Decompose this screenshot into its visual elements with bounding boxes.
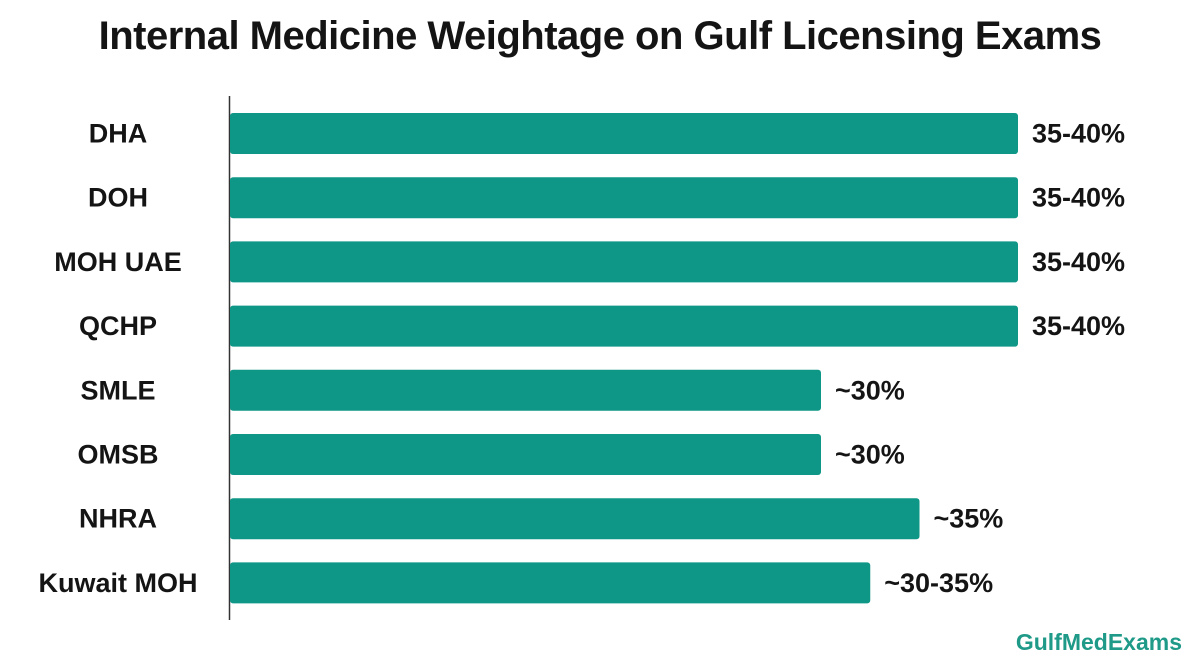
bars-layer: DHA 35-40% DOH 35-40% MOH UAE 35-40% QCHP 35-40… xyxy=(39,113,1125,604)
value-label: ~30-35% xyxy=(884,568,993,598)
bar-dha xyxy=(230,113,1018,154)
bar-moh-uae xyxy=(230,241,1018,283)
value-label: 35-40% xyxy=(1032,247,1125,277)
bar-doh xyxy=(230,177,1018,219)
bar-smle xyxy=(230,369,821,411)
bar-kuwait-moh xyxy=(230,562,871,604)
value-label: 35-40% xyxy=(1032,119,1125,149)
category-label: NHRA xyxy=(79,504,157,534)
chart-title: Internal Medicine Weightage on Gulf Lice… xyxy=(98,14,1102,58)
category-label: SMLE xyxy=(80,375,155,405)
bar-qchp xyxy=(230,305,1018,347)
value-label: 35-40% xyxy=(1032,183,1125,213)
category-label: DHA xyxy=(89,119,148,149)
bar-nhra xyxy=(230,498,920,540)
watermark-logo: GulfMedExams xyxy=(1015,629,1182,655)
category-label: DOH xyxy=(88,183,148,213)
category-label: MOH UAE xyxy=(54,247,182,277)
bar-omsb xyxy=(230,434,821,475)
category-label: OMSB xyxy=(78,440,159,470)
value-label: 35-40% xyxy=(1032,311,1125,341)
category-label: QCHP xyxy=(79,311,157,341)
value-label: ~30% xyxy=(835,440,905,470)
value-label: ~30% xyxy=(835,375,905,405)
value-label: ~35% xyxy=(934,504,1004,534)
category-label: Kuwait MOH xyxy=(39,568,198,598)
